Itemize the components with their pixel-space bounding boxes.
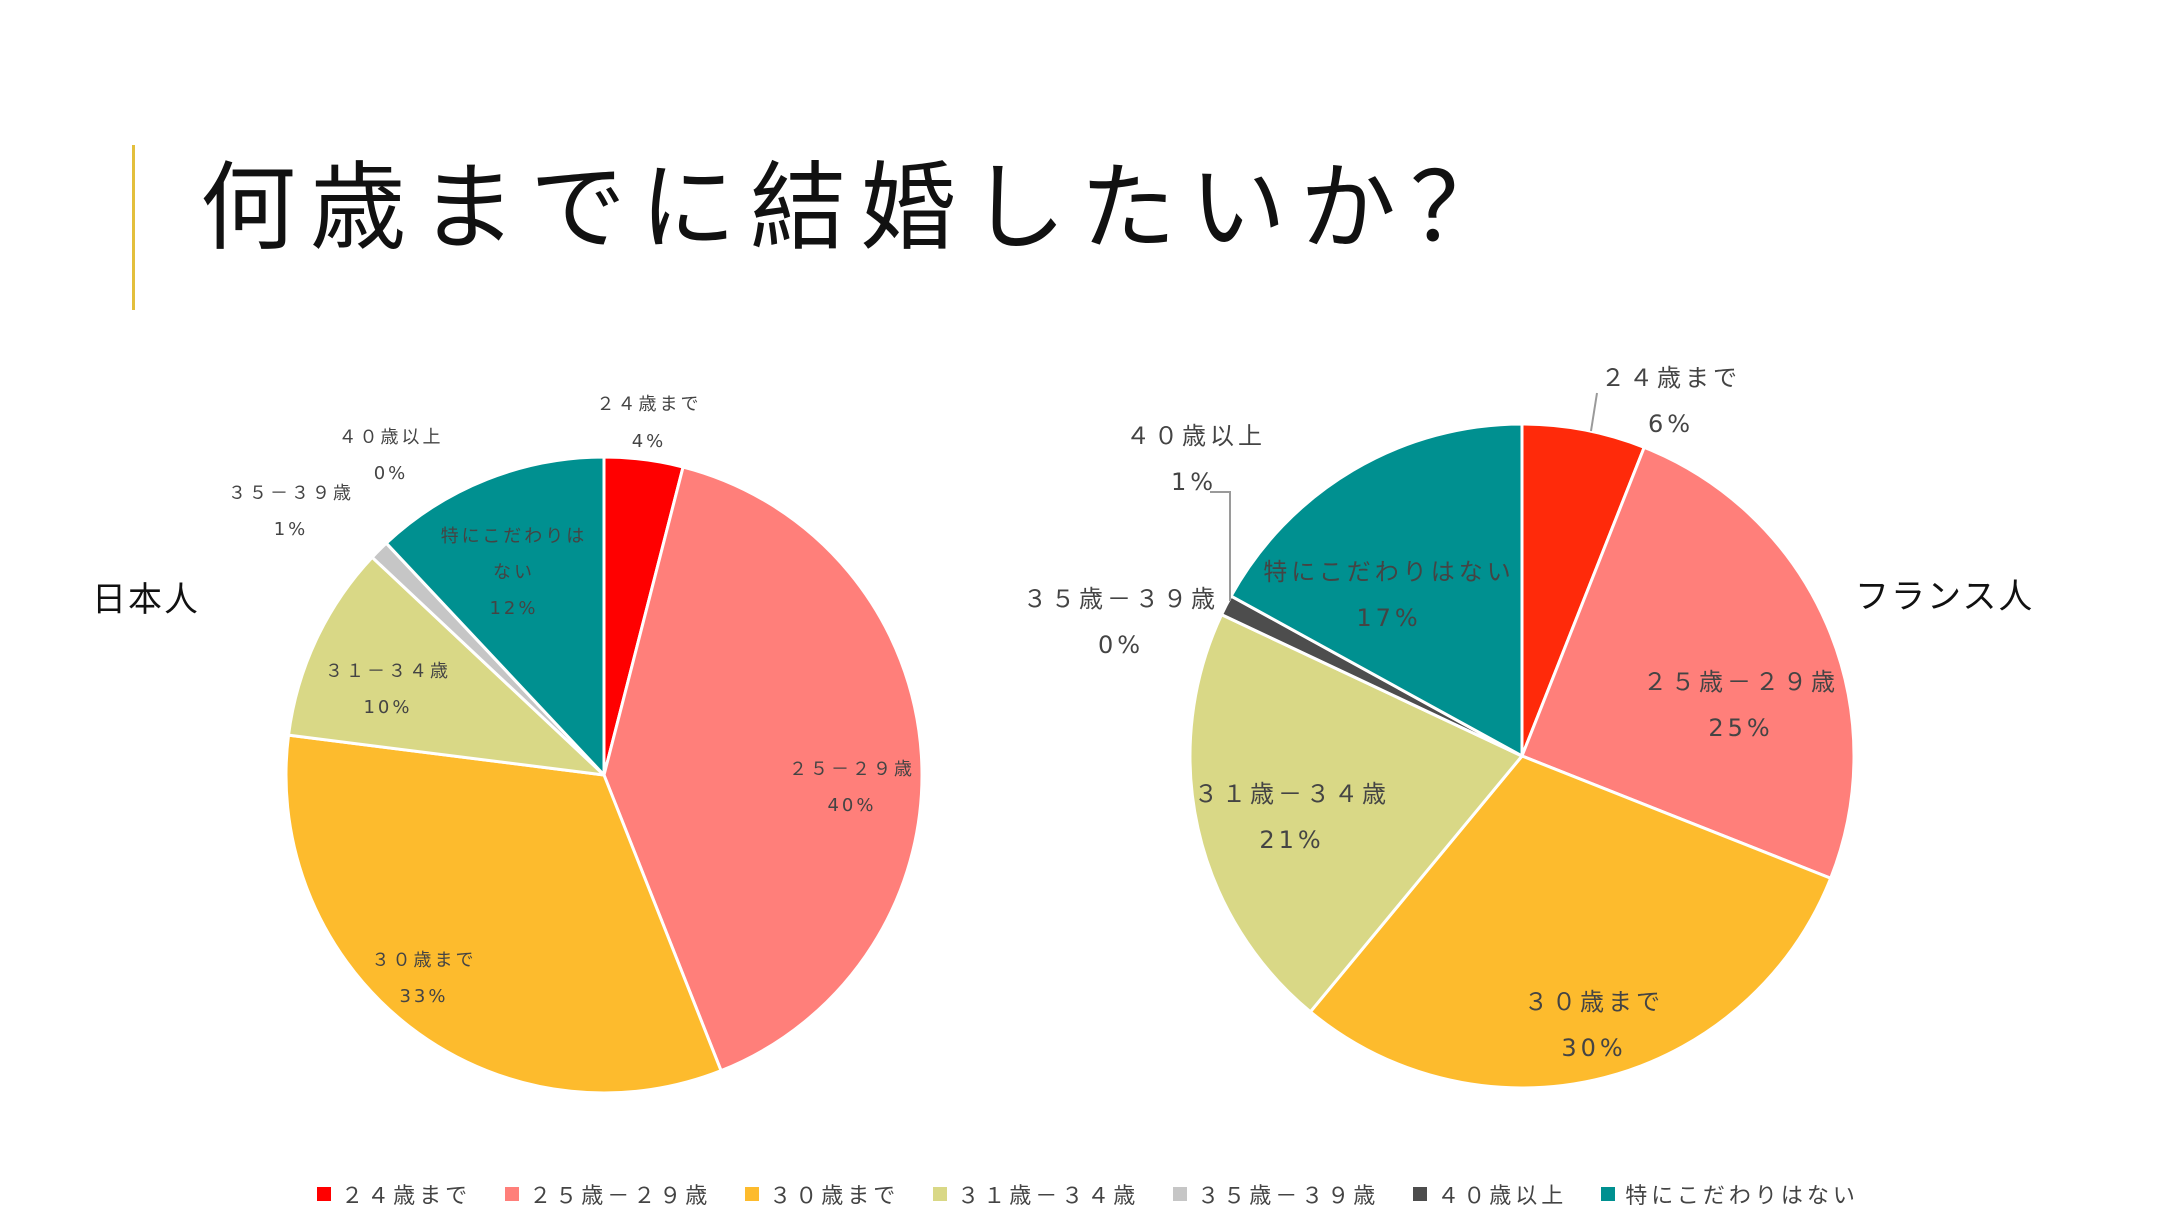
france-slice-1 [1520, 445, 1856, 880]
legend-label: ２４歳まで [341, 1184, 472, 1209]
france-slice-6 [1229, 422, 1524, 758]
legend-swatch [1601, 1187, 1616, 1201]
legend-item: ４０歳以上 [1413, 1178, 1567, 1210]
legend-swatch [933, 1187, 948, 1201]
france-label-cat-6: 特にこだわりはない [1263, 558, 1515, 586]
legend-label: ３０歳まで [769, 1184, 900, 1209]
japan-label-cat-2: ３０歳まで [372, 950, 477, 971]
page-title: 何歳までに結婚したいか？ [200, 152, 1520, 264]
legend-swatch [1413, 1187, 1428, 1201]
legend-item: ３０歳まで [745, 1178, 899, 1210]
france-label-val-2: 30% [1561, 1034, 1626, 1062]
japan-label-cat-5: ４０歳以上 [339, 427, 444, 448]
france-leader-0 [1590, 392, 1598, 432]
legend-label: ２５歳－２９歳 [529, 1184, 712, 1209]
legend-item: ３５歳－３９歳 [1173, 1178, 1379, 1210]
france-slice-0 [1520, 422, 1646, 758]
japan-label-val-0: 4% [632, 431, 667, 452]
japan-label-cat-3: ３１－３４歳 [325, 661, 451, 682]
japan-label-cat-6a: 特にこだわりは [441, 526, 588, 547]
legend-item: 特にこだわりはない [1601, 1178, 1859, 1210]
france-label-val-0: 6% [1648, 410, 1694, 438]
legend-label: 特にこだわりはない [1625, 1184, 1859, 1209]
france-label-val-1: 25% [1708, 714, 1773, 742]
france-pie [1188, 422, 1856, 1090]
japan-label-val-6: 12% [489, 598, 538, 619]
france-label-val-4: 0% [1098, 631, 1144, 659]
france-label-cat-4: ３５歳－３９歳 [1023, 585, 1219, 613]
legend-swatch [317, 1187, 332, 1201]
japan-label-val-1: 40% [827, 795, 876, 816]
legend-item: ２４歳まで [317, 1178, 471, 1210]
japan-series-label: 日本人 [92, 580, 200, 620]
japan-labels: ２４歳まで 4% ２５－２９歳 40% ３０歳まで 33% ３１－３４歳 10%… [228, 394, 915, 1007]
legend-label: ３１歳－３４歳 [957, 1184, 1140, 1209]
france-label-val-6: 17% [1356, 604, 1421, 632]
japan-pie [284, 455, 924, 1095]
japan-label-cat-6b: ない [493, 562, 535, 583]
japan-slice-2 [284, 733, 723, 1095]
japan-label-cat-0: ２４歳まで [597, 394, 702, 415]
france-label-val-3: 21% [1259, 826, 1324, 854]
japan-label-cat-1: ２５－２９歳 [789, 759, 915, 780]
legend: ２４歳まで ２５歳－２９歳 ３０歳まで ３１歳－３４歳 ３５歳－３９歳 ４０歳以… [0, 1178, 2176, 1210]
title-accent-bar [132, 145, 135, 310]
france-labels: ２４歳まで 6% ２５歳－２９歳 25% ３０歳まで 30% ３１歳－３４歳 2… [1023, 364, 1839, 1062]
france-label-cat-2: ３０歳まで [1524, 988, 1664, 1016]
japan-label-val-5: 0% [374, 463, 409, 484]
france-label-cat-5: ４０歳以上 [1126, 422, 1266, 450]
legend-swatch [745, 1187, 760, 1201]
japan-label-val-4: 1% [274, 519, 309, 540]
japan-slice-6 [384, 455, 606, 777]
france-leader-5 [1210, 491, 1231, 601]
japan-label-val-3: 10% [363, 697, 412, 718]
france-label-cat-0: ２４歳まで [1601, 364, 1741, 392]
legend-item: ２５歳－２９歳 [505, 1178, 711, 1210]
legend-item: ３１歳－３４歳 [933, 1178, 1139, 1210]
legend-label: ４０歳以上 [1437, 1184, 1568, 1209]
japan-slice-3 [287, 555, 606, 777]
france-label-cat-1: ２５歳－２９歳 [1643, 668, 1839, 696]
japan-slice-1 [602, 465, 924, 1073]
france-series-label: フランス人 [1855, 577, 2034, 617]
legend-label: ３５歳－３９歳 [1197, 1184, 1380, 1209]
legend-swatch [1173, 1187, 1188, 1201]
legend-swatch [505, 1187, 520, 1201]
france-label-cat-3: ３１歳－３４歳 [1194, 780, 1390, 808]
france-slice-2 [1308, 754, 1833, 1090]
japan-label-cat-4: ３５－３９歳 [228, 483, 354, 504]
france-slice-3 [1188, 613, 1524, 1014]
france-label-val-5: 1% [1171, 468, 1217, 496]
japan-label-val-2: 33% [399, 986, 448, 1007]
